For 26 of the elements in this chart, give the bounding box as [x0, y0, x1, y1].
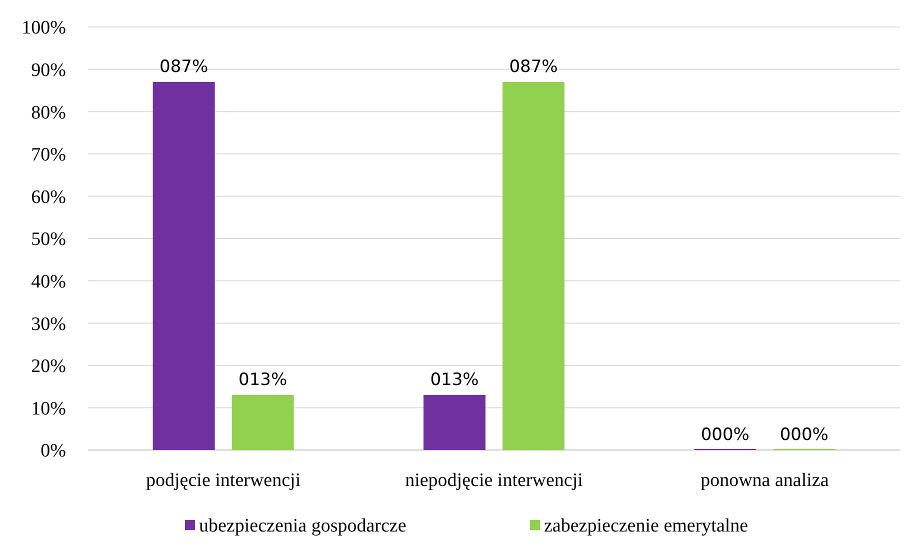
- y-tick-label: 60%: [31, 186, 66, 208]
- data-label: 087%: [509, 56, 558, 77]
- bar: [502, 82, 564, 450]
- y-tick-label: 30%: [31, 314, 66, 335]
- legend-label: ubezpieczenia gospodarcze: [199, 516, 406, 537]
- y-tick-label: 90%: [31, 60, 66, 81]
- y-tick-label: 70%: [31, 144, 66, 166]
- y-tick-label: 0%: [40, 440, 66, 462]
- y-tick-label: 20%: [31, 356, 66, 378]
- data-label: 087%: [160, 56, 208, 77]
- y-tick-label: 50%: [31, 229, 66, 250]
- x-tick-label: niepodjęcie interwencji: [405, 470, 583, 491]
- y-tick-label: 80%: [31, 102, 66, 124]
- x-tick-label: ponowna analiza: [700, 470, 830, 491]
- data-label: 013%: [430, 370, 479, 390]
- y-tick-label: 100%: [22, 18, 66, 39]
- y-tick-label: 10%: [31, 398, 66, 420]
- y-tick-label: 40%: [31, 271, 66, 292]
- bar: [424, 395, 486, 450]
- bar: [232, 395, 294, 450]
- legend-label: zabezpieczenie emerytalne: [544, 516, 748, 537]
- data-label: 013%: [238, 370, 288, 390]
- bar: [152, 82, 215, 450]
- data-label: 000%: [700, 425, 750, 445]
- x-tick-label: podjęcie interwencji: [146, 470, 301, 491]
- data-label: 000%: [780, 425, 828, 445]
